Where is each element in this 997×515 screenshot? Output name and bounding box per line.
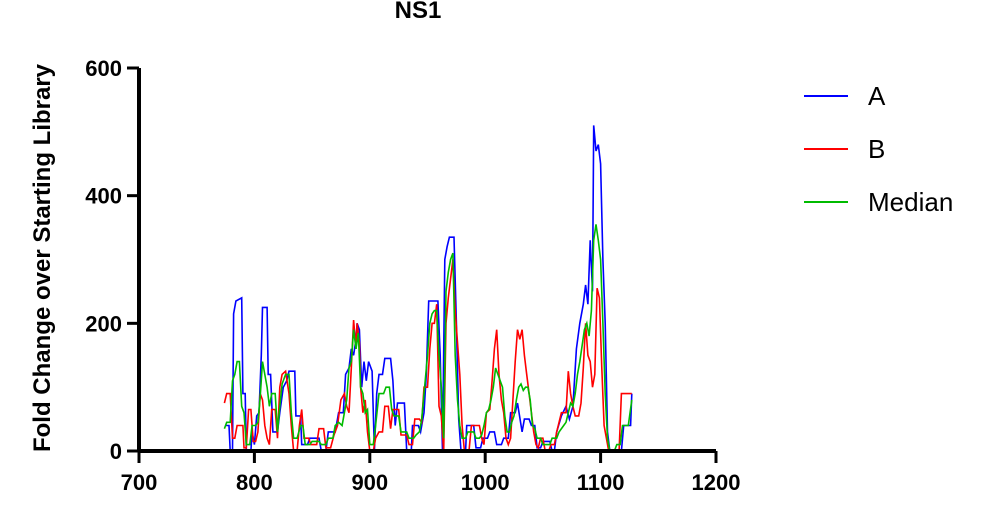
x-tick-label: 900 [351, 470, 388, 495]
x-axis-ticks: 700 800 900 1000 1100 1200 [121, 451, 741, 495]
legend-label-a: A [868, 81, 886, 111]
x-tick-label: 1100 [577, 470, 625, 495]
series-line-b [223, 259, 632, 452]
legend: AB Median [804, 81, 953, 217]
legend-label-median: Median [868, 187, 953, 217]
y-tick-label: 200 [85, 311, 122, 336]
plot-series [223, 125, 633, 452]
chart-title: NS1 [395, 0, 442, 24]
x-tick-label: 800 [236, 470, 273, 495]
y-axis-title: Fold Change over Starting Library [29, 63, 56, 452]
x-tick-label: 700 [121, 470, 158, 495]
y-tick-label: 600 [85, 56, 122, 81]
y-tick-label: 0 [110, 439, 122, 464]
x-tick-label: 1200 [692, 470, 741, 495]
y-axis-ticks: 0 200 400 600 [85, 56, 139, 464]
legend-label-b: B [868, 134, 885, 164]
x-tick-label: 1000 [461, 470, 510, 495]
y-tick-label: 400 [85, 184, 122, 209]
series-line-median [223, 224, 633, 452]
